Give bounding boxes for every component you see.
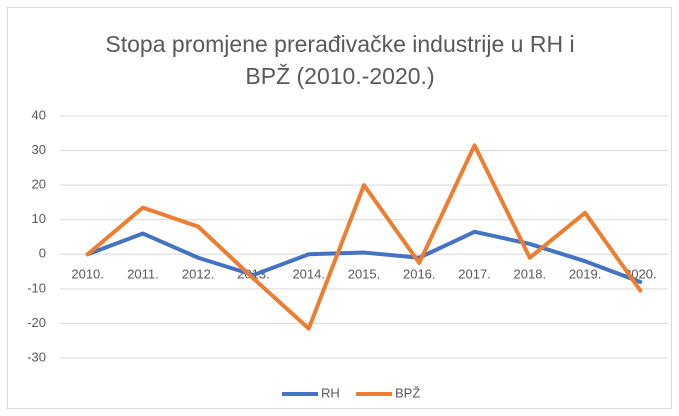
- x-tick-label: 2011.: [127, 267, 159, 282]
- x-tick-label: 2016.: [403, 267, 436, 282]
- x-tick-label: 2019.: [569, 267, 602, 282]
- y-tick-label: 0: [39, 246, 46, 261]
- chart-border: [7, 7, 672, 409]
- x-tick-label: 2015.: [348, 267, 381, 282]
- series-line: [85, 229, 643, 284]
- y-tick-label: -30: [27, 349, 46, 364]
- y-tick-label: -20: [27, 315, 46, 330]
- y-tick-label: 30: [32, 142, 46, 157]
- x-tick-label: 2012.: [182, 267, 215, 282]
- legend-label: RH: [321, 385, 340, 400]
- series-line: [85, 143, 643, 331]
- legend-label: BPŽ: [395, 385, 420, 400]
- x-tick-label: 2010.: [71, 267, 104, 282]
- chart-title: Stopa promjene prerađivačke industrije u…: [105, 31, 575, 89]
- y-tick-label: 10: [32, 211, 46, 226]
- x-tick-label: 2017.: [458, 267, 491, 282]
- x-tick-label: 2018.: [514, 267, 547, 282]
- x-tick-label: 2014.: [292, 267, 325, 282]
- y-tick-label: 40: [32, 107, 46, 122]
- y-tick-label: -10: [27, 280, 46, 295]
- y-tick-label: 20: [32, 177, 46, 192]
